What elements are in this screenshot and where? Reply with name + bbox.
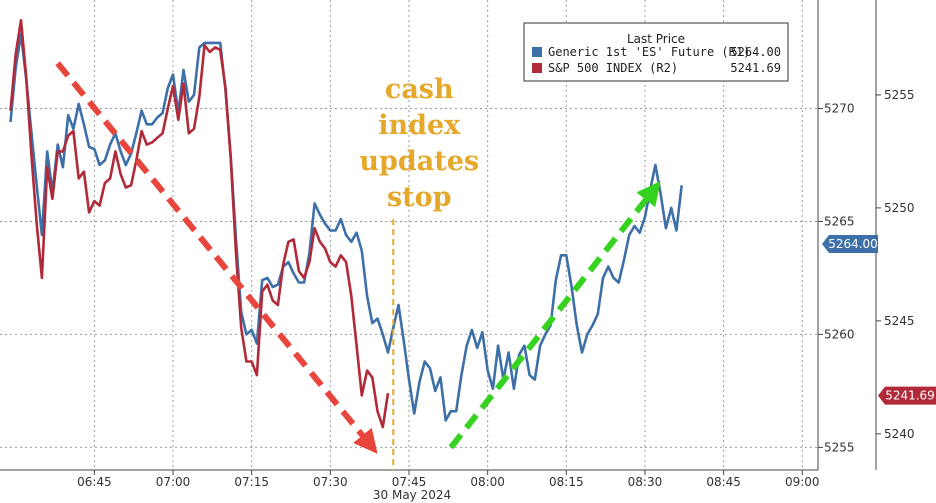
x-tick-label: 09:00 xyxy=(785,475,820,489)
x-axis: 06:45 07:00 07:15 07:30 07:45 08:00 08:15 08:30… xyxy=(77,470,820,489)
x-tick-label: 07:30 xyxy=(313,475,348,489)
x-tick-label: 07:45 xyxy=(392,475,427,489)
legend-value: 5264.00 xyxy=(730,45,781,59)
sp500-index-line xyxy=(9,19,390,429)
annotation-text-line: cash xyxy=(385,74,454,105)
y-tick-label-r2: 5240 xyxy=(884,427,915,441)
legend-label: S&P 500 INDEX (R2) xyxy=(548,61,678,75)
es-last-price-tag-text: 5264.00 xyxy=(828,237,878,251)
sp500-last-price-tag-text: 5241.69 xyxy=(885,389,935,403)
y-tick-label-r1: 5265 xyxy=(824,214,855,228)
legend-box xyxy=(523,22,789,82)
x-tick-label: 08:45 xyxy=(706,475,741,489)
y-axis-r2: 5240 5245 5250 5255 xyxy=(876,88,915,441)
x-axis-date-label: 30 May 2024 xyxy=(373,488,451,502)
es-last-price-tag-bg xyxy=(822,235,878,254)
last-value-tags: 5264.00 5241.69 xyxy=(822,235,936,405)
y-axis-r1: 5255 5260 5265 5270 xyxy=(818,101,855,454)
legend-value: 5241.69 xyxy=(730,61,781,75)
grid xyxy=(0,0,818,470)
sp500-last-price-tag-bg xyxy=(878,386,936,405)
es-future-line xyxy=(9,32,683,422)
y-tick-label-r2: 5245 xyxy=(884,314,915,328)
series-layer xyxy=(9,19,683,429)
legend-swatch xyxy=(532,47,542,57)
annotation-text-line: updates xyxy=(359,146,479,177)
x-tick-label: 07:15 xyxy=(234,475,269,489)
red-downtrend-arrow xyxy=(55,61,378,454)
annotation-text-line: index xyxy=(378,110,461,141)
annotation-text-line: stop xyxy=(387,182,452,213)
y-tick-label-r1: 5255 xyxy=(824,440,855,454)
y-tick-label-r1: 5260 xyxy=(824,327,855,341)
annotation-layer: cash index updates stop xyxy=(55,61,661,470)
y-tick-label-r2: 5250 xyxy=(884,201,915,215)
x-tick-label: 07:00 xyxy=(156,475,191,489)
y-tick-label-r1: 5270 xyxy=(824,101,855,115)
legend-label: Generic 1st 'ES' Future (R1) xyxy=(548,45,750,59)
x-tick-label: 06:45 xyxy=(77,475,112,489)
legend-swatch xyxy=(532,63,542,73)
x-tick-label: 08:30 xyxy=(628,475,663,489)
green-uptrend-arrow xyxy=(448,180,661,450)
y-tick-label-r2: 5255 xyxy=(884,88,915,102)
x-tick-label: 08:00 xyxy=(470,475,505,489)
legend-title: Last Price xyxy=(627,32,685,46)
x-tick-label: 08:15 xyxy=(549,475,584,489)
